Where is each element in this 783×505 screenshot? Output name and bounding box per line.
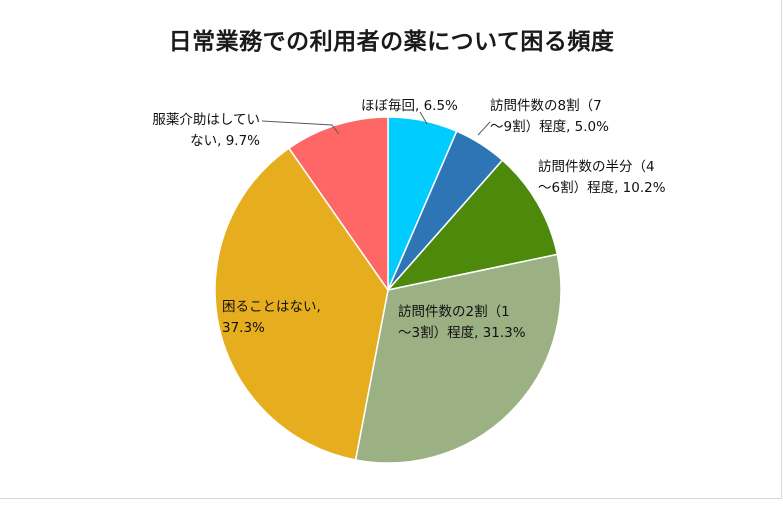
pie-slice-6	[287, 116, 389, 293]
slice-label-line: ない, 9.7%	[190, 133, 260, 149]
leader-line-6	[261, 120, 340, 135]
slice-label-line: 服薬介助はしてい	[152, 112, 260, 128]
leader-line-2	[477, 121, 491, 136]
slice-label-line: 訪問件数の半分（4	[538, 159, 655, 175]
slice-label-line: 〜3割）程度, 31.3%	[398, 324, 526, 341]
slice-label-3: 訪問件数の半分（4 〜6割）程度, 10.2%	[538, 159, 666, 196]
slice-label-1: ほぼ毎回, 6.5%	[361, 98, 458, 114]
slice-label-4: 訪問件数の2割（1 〜3割）程度, 31.3%	[398, 303, 526, 341]
slice-label-5: 困ることはない, 37.3%	[222, 299, 321, 336]
labels-layer: ほぼ毎回, 6.5% 訪問件数の8割（7 〜9割）程度, 5.0% 訪問件数の半分（4…	[152, 97, 665, 341]
leader-lines-layer	[261, 111, 491, 136]
slice-label-line: 訪問件数の8割（7	[490, 97, 602, 114]
pie-slice-5	[214, 147, 389, 461]
slice-label-line: 〜9割）程度, 5.0%	[490, 118, 609, 135]
slice-label-line: 37.3%	[222, 320, 265, 336]
leader-line-1	[419, 111, 428, 125]
slice-label-line: ほぼ毎回, 6.5%	[361, 98, 458, 114]
slice-label-line: 〜6割）程度, 10.2%	[538, 179, 666, 196]
slices-layer	[214, 116, 562, 464]
slice-label-6: 服薬介助はしていない, 9.7%	[152, 112, 260, 149]
pie-slice-4	[354, 253, 562, 464]
slice-label-line: 困ることはない,	[222, 299, 321, 315]
slice-label-2: 訪問件数の8割（7 〜9割）程度, 5.0%	[490, 97, 609, 135]
pie-slice-3	[385, 159, 559, 292]
slice-label-line: 訪問件数の2割（1	[398, 303, 510, 320]
chart-title: 日常業務での利用者の薬について困る頻度	[168, 29, 615, 55]
